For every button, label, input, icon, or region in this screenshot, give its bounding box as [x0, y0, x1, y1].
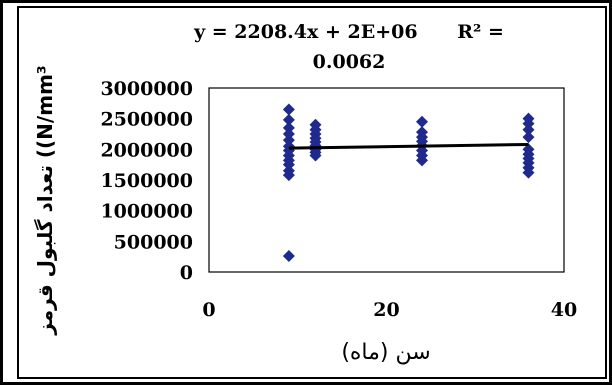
data-point — [522, 117, 535, 130]
data-point — [416, 115, 428, 128]
data-point — [282, 113, 295, 126]
trendline — [288, 142, 529, 150]
data-point — [282, 121, 295, 134]
inner-frame — [17, 6, 607, 379]
chart-title-line2: 0.0062 — [313, 51, 386, 73]
y-tick-label: 0 — [180, 262, 193, 284]
y-tick-label: 2000000 — [100, 139, 193, 161]
data-point — [309, 149, 322, 162]
y-axis-ticks: 0 500000 1000000 1500000 2000000 2500000 30000… — [100, 78, 193, 284]
data-point — [282, 169, 295, 182]
data-point — [416, 154, 428, 167]
y-axis-label: تعداد گلبول قرمز ((N/mm³ — [33, 65, 57, 335]
y-tick-label: 1500000 — [100, 170, 193, 192]
data-point — [282, 250, 295, 263]
x-axis-label: سن (ماه) — [341, 340, 430, 365]
data-point — [522, 166, 535, 179]
x-tick-label: 20 — [373, 299, 399, 321]
data-point — [282, 158, 295, 171]
chart-title-line1: y = 2208.4x + 2E+06 R² = — [193, 21, 504, 43]
data-point — [522, 123, 535, 136]
y-tick-label: 3000000 — [100, 78, 193, 100]
y-tick-label: 1000000 — [100, 201, 193, 223]
plot-area — [208, 87, 565, 273]
data-point — [522, 131, 535, 144]
y-tick-label: 2500000 — [100, 109, 193, 131]
data-point — [282, 134, 295, 147]
data-point — [282, 103, 295, 116]
x-tick-label: 40 — [551, 299, 577, 321]
data-point — [282, 128, 295, 140]
x-tick-label: 0 — [202, 299, 215, 321]
y-tick-label: 500000 — [114, 231, 193, 253]
x-axis-ticks: 0 20 40 — [202, 299, 577, 321]
